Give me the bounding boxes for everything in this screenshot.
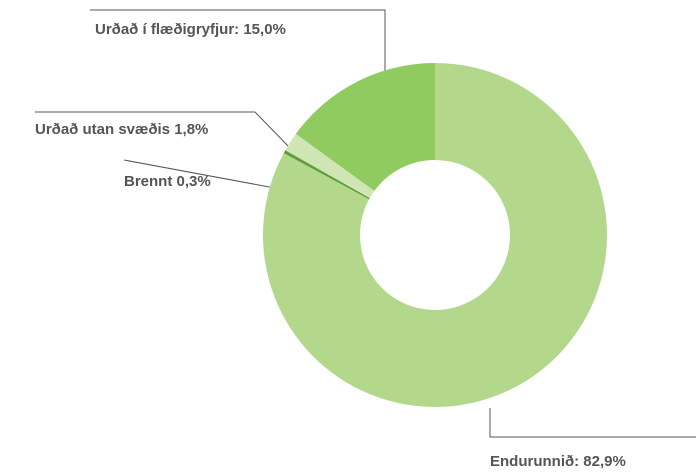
- donut-slice: [295, 63, 435, 191]
- slice-label: Endurunnið: 82,9%: [490, 453, 626, 470]
- slice-label: Urðað utan svæðis 1,8%: [35, 121, 208, 138]
- donut-slice: [263, 63, 607, 407]
- donut-slice: [283, 150, 370, 200]
- slice-label: Urðað í flæðigryfjur: 15,0%: [95, 21, 286, 38]
- leader-line: [35, 111, 293, 151]
- donut-slice: [285, 133, 375, 199]
- slice-label: Brennt 0,3%: [124, 173, 211, 190]
- leader-line: [90, 9, 386, 75]
- leader-line: [489, 408, 696, 438]
